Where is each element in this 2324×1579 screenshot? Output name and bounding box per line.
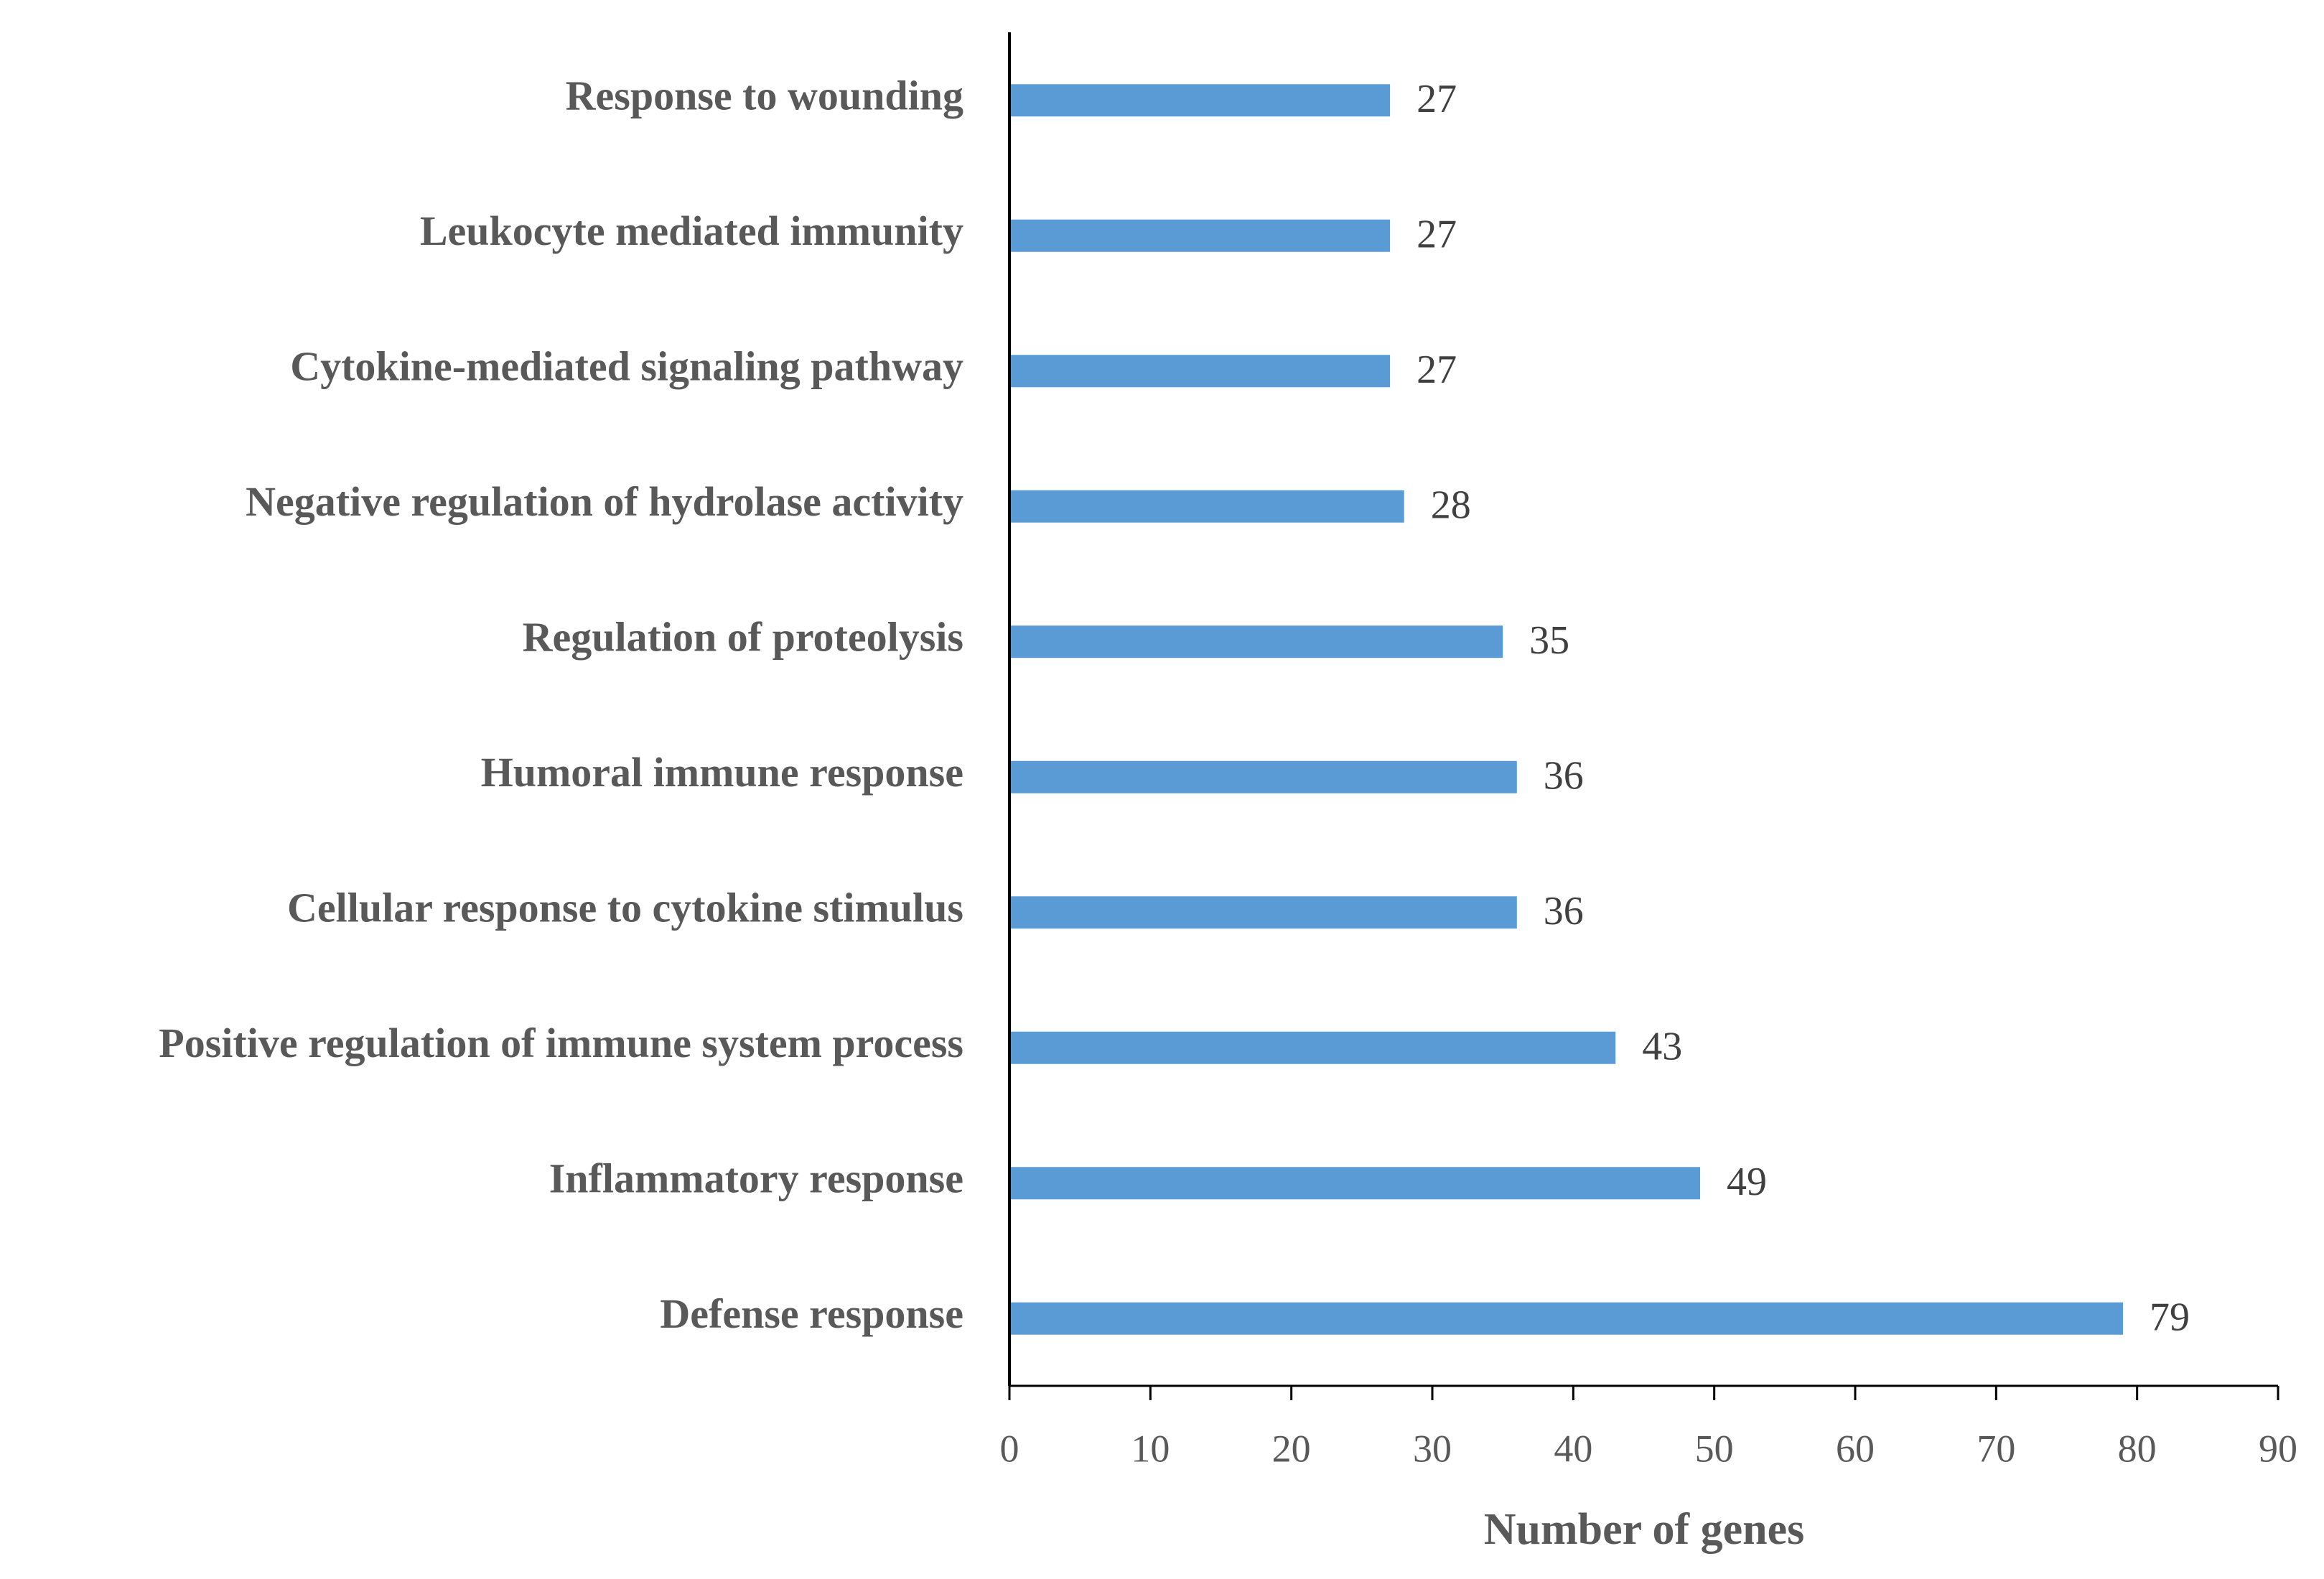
- value-label: 49: [1727, 1160, 1767, 1204]
- bar: [1009, 625, 1503, 658]
- x-tick-label: 90: [2259, 1427, 2297, 1470]
- bar: [1009, 1167, 1701, 1200]
- bar: [1009, 1031, 1616, 1064]
- y-tick-label: Cellular response to cytokine stimulus: [287, 885, 963, 931]
- y-tick-label: Defense response: [660, 1290, 963, 1337]
- x-tick-label: 50: [1695, 1427, 1734, 1470]
- y-tick-label: Humoral immune response: [481, 749, 963, 796]
- y-tick-label: Response to wounding: [566, 73, 963, 119]
- value-label: 36: [1544, 754, 1584, 798]
- value-label: 27: [1417, 77, 1457, 121]
- x-tick-label: 20: [1272, 1427, 1311, 1470]
- x-tick-label: 30: [1413, 1427, 1452, 1470]
- bar: [1009, 490, 1404, 523]
- bar: [1009, 1302, 2124, 1335]
- x-axis-title: Number of genes: [1484, 1505, 1805, 1554]
- y-tick-label: Inflammatory response: [549, 1155, 963, 1202]
- value-label: 79: [2150, 1295, 2190, 1340]
- value-label: 27: [1417, 213, 1457, 257]
- value-label: 28: [1431, 483, 1471, 528]
- value-label: 27: [1417, 348, 1457, 392]
- x-tick-label: 10: [1131, 1427, 1170, 1470]
- y-tick-label: Leukocyte mediated immunity: [420, 208, 963, 254]
- y-tick-label: Cytokine-mediated signaling pathway: [290, 343, 963, 390]
- y-tick-label: Negative regulation of hydrolase activit…: [246, 478, 963, 525]
- value-label: 35: [1529, 618, 1569, 663]
- x-tick-label: 60: [1836, 1427, 1875, 1470]
- value-label: 43: [1642, 1025, 1682, 1069]
- bar: [1009, 355, 1391, 388]
- bar: [1009, 896, 1517, 929]
- bar: [1009, 219, 1391, 252]
- bar: [1009, 760, 1517, 793]
- value-label: 36: [1544, 889, 1584, 933]
- y-tick-label: Positive regulation of immune system pro…: [159, 1020, 963, 1066]
- x-tick-label: 70: [1977, 1427, 2015, 1470]
- bar: [1009, 84, 1391, 117]
- x-tick-label: 80: [2118, 1427, 2157, 1470]
- x-tick-label: 40: [1554, 1427, 1592, 1470]
- y-tick-label: Regulation of proteolysis: [523, 614, 963, 661]
- x-tick-label: 0: [1000, 1427, 1019, 1470]
